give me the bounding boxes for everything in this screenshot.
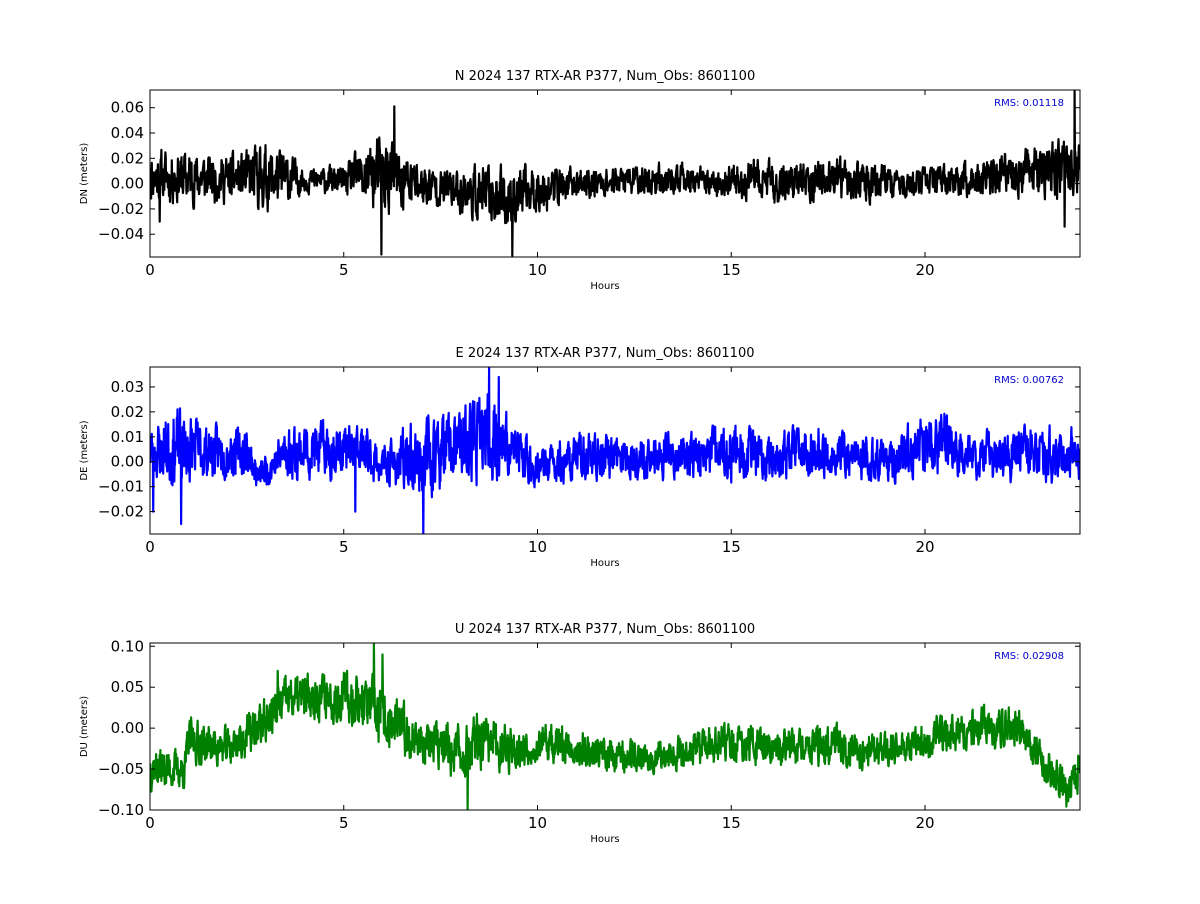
y-tick-label: 0.10 — [111, 637, 144, 655]
y-tick-label: −0.04 — [98, 225, 144, 243]
y-tick-label: 0.02 — [111, 403, 144, 421]
x-tick-label: 5 — [339, 814, 349, 832]
x-axis-label: Hours — [590, 281, 619, 292]
chart-title: N 2024 137 RTX-AR P377, Num_Obs: 8601100 — [455, 69, 755, 84]
panel-1: 0 5 10 15 20 −0.02 −0.01 0.00 0.01 0.02 0.03 E 2024… — [79, 346, 1081, 569]
series-line-1-0 — [150, 367, 1080, 534]
y-tick-label: 0.01 — [111, 428, 144, 446]
panel-0: 0 5 10 15 20 −0.04 −0.02 0.00 0.02 0.04 0.06 N 2024… — [79, 69, 1081, 292]
x-tick-label: 20 — [915, 538, 934, 556]
chart-title: E 2024 137 RTX-AR P377, Num_Obs: 8601100 — [456, 346, 755, 361]
x-tick-label: 10 — [528, 538, 547, 556]
x-tick-label: 0 — [145, 814, 155, 832]
x-tick-label: 0 — [145, 538, 155, 556]
axes-frame — [149, 642, 1081, 811]
rms-annotation: RMS: 0.01118 — [994, 98, 1064, 109]
x-tick-label: 20 — [915, 261, 934, 279]
y-tick-label: −0.01 — [98, 478, 144, 496]
axes-frame — [149, 89, 1081, 258]
x-tick-label: 20 — [915, 814, 934, 832]
y-tick-label: −0.10 — [98, 801, 144, 819]
chart-title: U 2024 137 RTX-AR P377, Num_Obs: 8601100 — [455, 622, 755, 637]
y-tick-label: 0.00 — [111, 453, 144, 471]
x-tick-label: 15 — [722, 261, 741, 279]
x-tick-label: 5 — [339, 261, 349, 279]
y-tick-label: −0.05 — [98, 760, 144, 778]
x-tick-label: 0 — [145, 261, 155, 279]
x-axis-label: Hours — [590, 834, 619, 845]
y-tick-label: 0.04 — [111, 124, 144, 142]
panel-2: 0 5 10 15 20 −0.10 −0.05 0.00 0.05 0.10 U 2024 137… — [79, 622, 1081, 845]
x-tick-label: 10 — [528, 261, 547, 279]
x-tick-label: 10 — [528, 814, 547, 832]
x-tick-label: 5 — [339, 538, 349, 556]
rms-annotation: RMS: 0.02908 — [994, 651, 1064, 662]
y-axis-label: DN (meters) — [79, 143, 90, 205]
x-tick-label: 15 — [722, 814, 741, 832]
y-tick-label: 0.00 — [111, 719, 144, 737]
x-tick-label: 15 — [722, 538, 741, 556]
y-axis-label: DE (meters) — [79, 420, 90, 480]
rms-annotation: RMS: 0.00762 — [994, 375, 1064, 386]
y-tick-label: −0.02 — [98, 200, 144, 218]
y-tick-label: −0.02 — [98, 503, 144, 521]
y-tick-label: 0.02 — [111, 149, 144, 167]
y-axis-label: DU (meters) — [79, 696, 90, 757]
y-tick-label: 0.05 — [111, 678, 144, 696]
y-tick-label: 0.03 — [111, 378, 144, 396]
y-tick-label: 0.06 — [111, 99, 144, 117]
axes-frame — [149, 366, 1081, 535]
y-tick-label: 0.00 — [111, 175, 144, 193]
series-line-0-0 — [150, 90, 1080, 257]
series-line-2-0 — [150, 643, 1080, 810]
x-axis-label: Hours — [590, 558, 619, 569]
